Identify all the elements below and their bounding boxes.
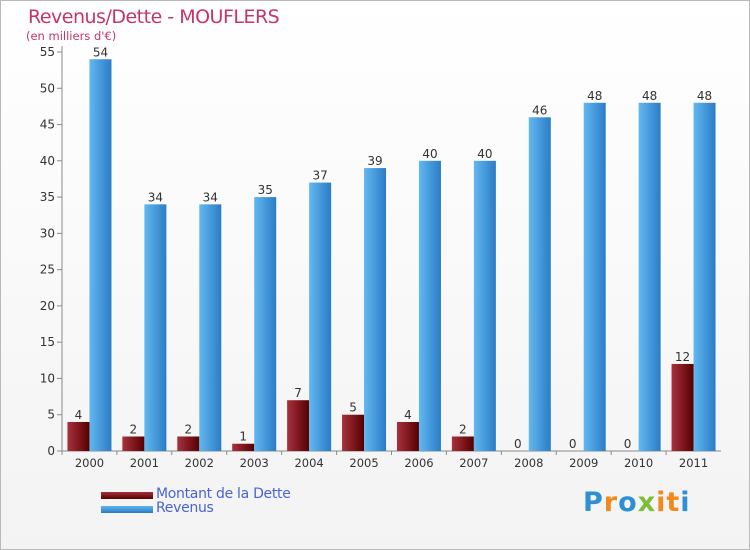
logo-letter: r	[603, 487, 619, 518]
data-label-revenue: 54	[93, 45, 108, 59]
x-tick-label: 2003	[240, 456, 269, 470]
data-label-revenue: 34	[148, 190, 163, 204]
data-label-debt: 0	[624, 437, 632, 451]
data-label-revenue: 48	[697, 89, 712, 103]
y-tick-label: 55	[40, 45, 55, 59]
bar-debt	[342, 414, 365, 451]
data-label-revenue: 40	[477, 147, 492, 161]
x-tick-label: 2007	[459, 456, 488, 470]
y-tick-label: 10	[40, 371, 55, 385]
x-tick-label: 2002	[185, 456, 214, 470]
y-tick-label: 50	[40, 81, 55, 95]
y-tick-label: 5	[47, 408, 55, 422]
bar-revenue	[583, 102, 606, 452]
y-tick-label: 0	[47, 444, 55, 458]
x-tick-label: 2009	[569, 456, 598, 470]
x-tick-label: 2008	[514, 456, 543, 470]
y-tick-label: 15	[40, 335, 55, 349]
x-tick-label: 2004	[294, 456, 323, 470]
bar-debt	[396, 421, 419, 451]
bar-debt	[451, 436, 474, 451]
y-tick-label: 20	[40, 299, 55, 313]
data-label-debt: 2	[459, 422, 467, 436]
legend-swatch-revenue	[101, 506, 153, 513]
data-label-debt: 5	[349, 401, 357, 415]
bar-debt	[122, 436, 145, 451]
bar-revenue	[144, 204, 167, 451]
data-label-revenue: 37	[312, 169, 327, 183]
x-tick-label: 2010	[624, 456, 653, 470]
data-label-revenue: 34	[203, 190, 218, 204]
data-label-debt: 4	[404, 408, 412, 422]
bar-revenue	[254, 197, 277, 451]
data-label-revenue: 40	[422, 147, 437, 161]
bar-revenue	[418, 160, 441, 451]
x-tick-label: 2000	[75, 456, 104, 470]
x-tick-label: 2006	[404, 456, 433, 470]
legend-label-debt: Montant de la Dette	[156, 486, 291, 502]
data-label-debt: 0	[514, 437, 522, 451]
proxiti-logo: Proxiti	[583, 487, 691, 518]
bar-revenue	[364, 168, 387, 451]
data-label-debt: 1	[239, 430, 247, 444]
data-label-debt: 12	[675, 350, 690, 364]
data-label-debt: 2	[130, 422, 138, 436]
y-tick-label: 30	[40, 226, 55, 240]
data-label-revenue: 39	[367, 154, 382, 168]
x-tick-label: 2011	[679, 456, 708, 470]
bar-revenue	[528, 117, 551, 452]
logo-letter: P	[583, 487, 604, 518]
data-label-revenue: 35	[258, 183, 273, 197]
bar-revenue	[638, 102, 661, 452]
logo-letter: i	[656, 487, 667, 518]
bar-debt	[67, 421, 90, 451]
legend-swatch-debt	[101, 492, 153, 499]
y-tick-label: 40	[40, 154, 55, 168]
data-label-revenue: 46	[532, 103, 547, 117]
bar-revenue	[693, 102, 716, 452]
data-label-debt: 0	[569, 437, 577, 451]
y-tick-label: 25	[40, 263, 55, 277]
data-label-revenue: 48	[642, 89, 657, 103]
y-tick-label: 45	[40, 118, 55, 132]
bar-revenue	[199, 204, 222, 451]
chart-title: Revenus/Dette - MOUFLERS	[28, 6, 280, 28]
legend-label-revenue: Revenus	[156, 500, 214, 516]
data-label-debt: 7	[294, 386, 302, 400]
y-tick-label: 35	[40, 190, 55, 204]
bar-debt	[671, 363, 694, 451]
logo-letter: o	[618, 487, 638, 518]
logo-letter: t	[666, 487, 681, 518]
x-tick-label: 2005	[349, 456, 378, 470]
chart-subtitle: (en milliers d'€)	[26, 29, 117, 43]
logo-letter: i	[680, 487, 691, 518]
bar-revenue	[89, 59, 112, 451]
bar-revenue	[473, 160, 496, 451]
bar-debt	[177, 436, 200, 451]
data-label-debt: 4	[75, 408, 83, 422]
bar-layer	[67, 59, 716, 452]
bar-debt	[232, 443, 255, 451]
data-label-revenue: 48	[587, 89, 602, 103]
bar-revenue	[309, 182, 332, 451]
bar-debt	[287, 400, 310, 451]
x-tick-label: 2001	[130, 456, 159, 470]
data-label-debt: 2	[184, 422, 192, 436]
logo-letter: x	[637, 487, 657, 518]
